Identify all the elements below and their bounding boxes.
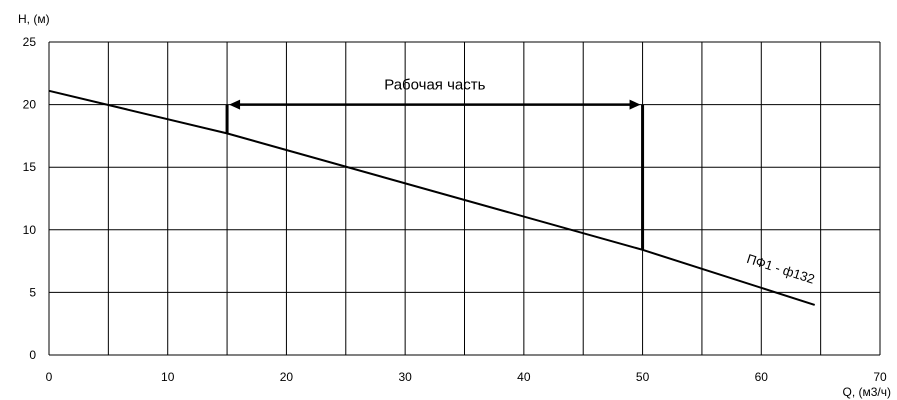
series-line [48, 89, 816, 306]
y-axis-ticks: 0 5 10 15 20 25 [23, 35, 37, 362]
y-tick-label: 15 [23, 160, 37, 174]
range-arrow-head-right [629, 99, 641, 110]
x-tick-label: 40 [517, 370, 531, 384]
x-tick-label: 60 [755, 370, 769, 384]
series-layer [48, 89, 816, 306]
x-tick-label: 70 [873, 370, 887, 384]
x-tick-label: 0 [46, 370, 53, 384]
grid [48, 41, 881, 356]
x-tick-label: 50 [636, 370, 650, 384]
y-tick-label: 5 [29, 285, 36, 299]
x-tick-label: 30 [398, 370, 412, 384]
series-label: ПФ1 - ф132 [745, 251, 817, 287]
y-tick-label: 25 [23, 35, 37, 49]
y-axis-title: H, (м) [18, 12, 50, 26]
working-range-label: Рабочая часть [384, 77, 485, 94]
x-axis-ticks: 0 10 20 30 40 50 60 70 [46, 370, 887, 384]
y-tick-label: 0 [29, 348, 36, 362]
y-tick-label: 20 [23, 98, 37, 112]
x-tick-label: 10 [161, 370, 175, 384]
y-tick-label: 10 [23, 223, 37, 237]
x-tick-label: 20 [280, 370, 294, 384]
annotation-layer [225, 99, 645, 250]
x-axis-title: Q, (м3/ч) [842, 385, 891, 399]
range-arrow-head-left [229, 99, 241, 110]
